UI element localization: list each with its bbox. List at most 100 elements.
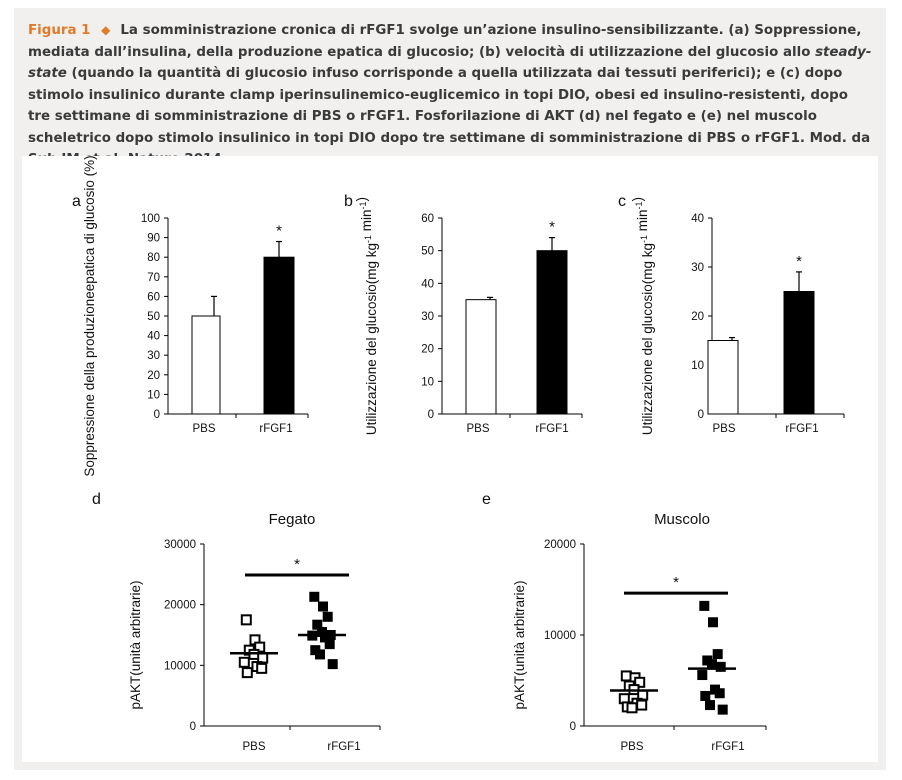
point-e-PBS xyxy=(634,676,646,688)
significance-b: * xyxy=(549,219,555,236)
bar-c-rFGF1 xyxy=(783,291,815,415)
figure-svg: a b c d e 0102030405060708090100PBS*rFGF… xyxy=(72,155,845,753)
y-axis-label-e: pAKT(unità arbitrarie) xyxy=(512,580,527,709)
y-tick-label-a: 80 xyxy=(147,252,160,264)
point-d-rFGF1 xyxy=(317,626,327,637)
figure-label: Figura 1 xyxy=(28,23,91,38)
y-tick-label-b: 0 xyxy=(428,409,434,421)
point-e-PBS xyxy=(626,702,638,714)
y-tick-label-a: 70 xyxy=(147,272,160,284)
y-tick-label-a: 30 xyxy=(147,350,160,362)
point-e-rFGF1 xyxy=(712,649,723,660)
y-tick-label-c: 0 xyxy=(698,409,704,421)
y-tick-label-e: 0 xyxy=(570,721,576,733)
x-label-a-PBS: PBS xyxy=(192,423,215,435)
bar-a-PBS xyxy=(191,315,221,415)
chart-title-d: Fegato xyxy=(269,511,316,528)
x-label-c-rFGF1: rFGF1 xyxy=(785,423,818,435)
charts-layer: 0102030405060708090100PBS*rFGF1Soppressi… xyxy=(82,155,845,753)
point-e-rFGF1 xyxy=(715,661,726,672)
x-label-e-rFGF1: rFGF1 xyxy=(711,741,744,753)
y-tick-label-a: 0 xyxy=(154,409,160,421)
point-d-rFGF1 xyxy=(322,611,333,622)
y-tick-label-d: 20000 xyxy=(164,600,196,612)
y-tick-label-a: 90 xyxy=(147,233,160,245)
significance-c: * xyxy=(796,253,802,270)
bar-a-rFGF1 xyxy=(263,256,295,415)
y-tick-label-b: 30 xyxy=(421,311,434,323)
y-tick-label-a: 100 xyxy=(141,213,160,225)
y-tick-label-c: 40 xyxy=(691,213,704,225)
y-tick-label-d: 0 xyxy=(190,721,196,733)
y-tick-label-b: 50 xyxy=(421,246,434,258)
point-e-rFGF1 xyxy=(697,670,708,681)
point-d-PBS xyxy=(240,614,252,626)
x-label-b-rFGF1: rFGF1 xyxy=(535,423,568,435)
bar-c-PBS xyxy=(707,340,739,415)
panel-letter-d: d xyxy=(92,491,101,508)
y-tick-label-b: 60 xyxy=(421,213,434,225)
y-tick-label-e: 10000 xyxy=(544,630,576,642)
point-d-PBS xyxy=(238,656,250,668)
y-axis-label-a: Soppressione della produzioneepatica di … xyxy=(82,156,97,477)
point-d-PBS xyxy=(254,641,266,653)
point-e-rFGF1 xyxy=(700,690,711,701)
y-tick-label-d: 30000 xyxy=(164,539,196,551)
y-axis-label-d: pAKT(unità arbitrarie) xyxy=(128,580,143,709)
x-label-a-rFGF1: rFGF1 xyxy=(259,423,292,435)
y-tick-label-a: 10 xyxy=(147,389,160,401)
point-e-rFGF1 xyxy=(717,704,728,715)
point-e-rFGF1 xyxy=(699,600,710,611)
x-label-d-rFGF1: rFGF1 xyxy=(327,741,360,753)
point-d-rFGF1 xyxy=(324,639,335,650)
point-d-rFGF1 xyxy=(315,649,325,660)
point-e-rFGF1 xyxy=(705,700,715,711)
y-tick-label-e: 20000 xyxy=(544,539,576,551)
y-tick-label-b: 20 xyxy=(421,344,434,356)
y-tick-label-b: 10 xyxy=(421,376,434,388)
diamond-bullet-icon: ◆ xyxy=(101,23,111,37)
point-d-rFGF1 xyxy=(320,632,330,643)
y-tick-label-c: 20 xyxy=(691,311,704,323)
point-d-PBS xyxy=(241,667,253,679)
point-d-PBS xyxy=(256,662,268,674)
bar-b-rFGF1 xyxy=(536,250,568,415)
y-tick-label-c: 30 xyxy=(691,262,704,274)
significance-d: * xyxy=(294,556,300,573)
x-label-e-PBS: PBS xyxy=(620,741,643,753)
chart-title-e: Muscolo xyxy=(654,511,710,528)
panel-letter-b: b xyxy=(344,193,353,210)
caption-text-1: La somministrazione cronica di rFGF1 svo… xyxy=(28,23,862,60)
point-d-rFGF1 xyxy=(309,591,320,602)
y-axis-label-c: Utilizzazione del glucosio(mg kg-1 min-1… xyxy=(630,197,655,435)
figure-panels: a b c d e 0 10 20 30 40 50 60 70 80 90 100 PBS * rFGF… xyxy=(22,155,878,762)
panel-letter-e: e xyxy=(482,491,491,508)
y-axis-label-b: Utilizzazione del glucosio(mg kg-1 min-1… xyxy=(354,197,379,435)
x-label-d-PBS: PBS xyxy=(242,741,265,753)
y-tick-label-c: 10 xyxy=(691,360,704,372)
panel-letter-a: a xyxy=(72,193,81,210)
significance-e: * xyxy=(673,574,679,591)
point-e-PBS xyxy=(636,699,648,711)
point-d-rFGF1 xyxy=(318,601,328,612)
significance-a: * xyxy=(276,223,282,240)
figure-frame: Figura 1 ◆ La somministrazione cronica di… xyxy=(14,8,886,770)
figure-caption: Figura 1 ◆ La somministrazione cronica di… xyxy=(28,20,872,171)
y-tick-label-d: 10000 xyxy=(164,660,196,672)
caption-text-2: (quando la quantità di glucosio infuso c… xyxy=(28,66,871,167)
caption-italic: steady-state xyxy=(28,44,872,82)
point-e-rFGF1 xyxy=(707,659,717,670)
bar-b-PBS xyxy=(465,299,497,415)
x-label-c-PBS: PBS xyxy=(712,423,735,435)
y-tick-label-a: 60 xyxy=(147,291,160,303)
y-tick-label-a: 20 xyxy=(147,370,160,382)
point-e-rFGF1 xyxy=(714,688,725,699)
point-d-rFGF1 xyxy=(327,659,338,670)
panel-letter-c: c xyxy=(618,193,626,210)
point-e-PBS xyxy=(620,670,632,682)
y-tick-label-a: 40 xyxy=(147,331,160,343)
y-tick-label-a: 50 xyxy=(147,311,160,323)
point-e-rFGF1 xyxy=(708,617,718,628)
x-label-b-PBS: PBS xyxy=(466,423,489,435)
point-d-rFGF1 xyxy=(312,619,323,630)
